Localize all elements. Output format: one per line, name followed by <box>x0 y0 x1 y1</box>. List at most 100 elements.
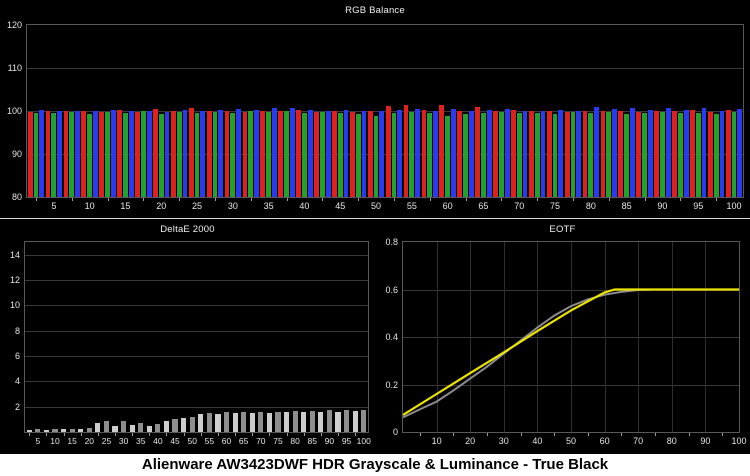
rgb-bar-red <box>278 111 284 197</box>
deltae-bar <box>258 411 264 432</box>
y-tick-label: 14 <box>9 249 20 260</box>
eotf-lines <box>403 288 739 419</box>
y-tick-label: 0.6 <box>385 284 398 295</box>
rgb-bar-red <box>725 109 731 197</box>
x-minor-tick <box>716 198 718 201</box>
rgb-bar-green <box>534 112 540 197</box>
x-minor-tick <box>621 433 623 436</box>
rgb-bar-blue <box>433 110 438 197</box>
x-tick-label: 95 <box>341 436 352 446</box>
x-tick-label: 60 <box>599 436 610 446</box>
v-gridline <box>638 242 639 432</box>
deltae-bar <box>129 425 135 432</box>
x-minor-tick <box>252 433 254 436</box>
rgb-bar-blue <box>289 108 295 197</box>
x-minor-tick <box>554 433 556 436</box>
x-minor-tick <box>429 198 431 201</box>
y-tick-label: 0.4 <box>385 332 398 342</box>
rgb-bar-green <box>642 112 647 197</box>
rgb-bar-green <box>552 113 558 197</box>
y-tick-label: 8 <box>14 325 20 336</box>
x-tick-label: 40 <box>299 201 310 211</box>
deltae-bar <box>198 414 204 432</box>
x-tick-label: 60 <box>442 201 453 211</box>
x-tick-label: 40 <box>153 436 163 446</box>
x-minor-tick <box>537 198 539 201</box>
plot-inner <box>403 242 739 432</box>
x-tick-label: 90 <box>324 436 335 446</box>
rgb-bar-green <box>140 111 146 197</box>
deltae-bar <box>335 411 341 432</box>
rgb-bar-green <box>302 112 307 197</box>
deltae-bar <box>35 429 41 432</box>
x-minor-tick <box>419 433 421 436</box>
x-minor-tick <box>46 433 48 436</box>
rgb-bar-blue <box>576 111 582 197</box>
rgb-bar-green <box>624 114 630 197</box>
y-tick-label: 4 <box>14 376 20 387</box>
gridline <box>25 305 368 306</box>
rgb-bar-red <box>528 111 534 197</box>
report-caption: Alienware AW3423DWF HDR Grayscale & Lumi… <box>0 454 750 476</box>
v-gridline <box>470 242 471 432</box>
x-tick-label: 10 <box>431 436 442 446</box>
x-tick-label: 15 <box>67 436 77 446</box>
y-tick-label: 80 <box>11 192 22 202</box>
x-tick-label: 25 <box>101 436 112 446</box>
rgb-bar-green <box>498 112 504 197</box>
rgb-bar-green <box>463 113 468 197</box>
rgb-bar-green <box>123 112 128 197</box>
rgb-bar-blue <box>218 109 224 197</box>
x-tick-label: 25 <box>192 201 203 211</box>
gridline <box>25 407 368 408</box>
deltae-bar <box>206 413 212 432</box>
rgb-bar-green <box>176 112 182 197</box>
rgb-bar-green <box>481 112 486 197</box>
rgb-bar-red <box>153 109 158 197</box>
rgb-bar-blue <box>164 111 170 197</box>
gridline <box>25 381 368 382</box>
x-tick-label: 95 <box>693 201 704 211</box>
rgb-bar-red <box>99 112 105 197</box>
rgb-bar-blue <box>75 110 80 197</box>
deltae-bar <box>189 416 195 432</box>
rgb-bar-red <box>600 111 606 197</box>
x-minor-tick <box>587 433 589 436</box>
y-tick-label: 0 <box>392 427 398 437</box>
x-minor-tick <box>393 198 395 201</box>
rgb-bar-green <box>319 111 325 197</box>
y-tick-label: 12 <box>9 275 20 285</box>
rgb-bar-green <box>677 113 683 197</box>
x-minor-tick <box>680 198 682 201</box>
y-tick-label: 120 <box>6 20 22 30</box>
y-tick-label: 0.2 <box>385 379 398 390</box>
x-tick-label: 80 <box>290 436 300 446</box>
deltae-2000-chart: DeltaE 2000 2 4 6 8 10 12 14 5 10 15 20 25 30 35 40 45 5… <box>0 219 376 454</box>
x-minor-tick <box>269 433 271 436</box>
x-minor-tick <box>465 198 467 201</box>
rgb-bar-green <box>427 113 433 197</box>
x-tick-label: 80 <box>666 436 677 446</box>
rgb-bar-green <box>660 112 665 197</box>
rgb-bar-red <box>224 110 230 197</box>
rgb-bar-red <box>546 110 552 197</box>
gridline <box>27 154 743 155</box>
x-minor-tick <box>644 198 646 201</box>
x-tick-label: 5 <box>35 436 41 446</box>
deltae-bar <box>361 409 367 432</box>
x-minor-tick <box>722 433 724 436</box>
x-minor-tick <box>166 433 168 436</box>
gridline <box>27 111 743 112</box>
rgb-bar-blue <box>361 111 367 197</box>
x-minor-tick <box>107 198 109 201</box>
x-tick-label: 90 <box>657 201 668 211</box>
rgb-bar-red <box>385 105 391 197</box>
rgb-bar-red <box>636 111 642 197</box>
rgb-bar-red <box>564 111 570 197</box>
x-minor-tick <box>183 433 185 436</box>
x-minor-tick <box>453 433 455 436</box>
x-minor-tick <box>286 198 288 201</box>
rgb-bar-red <box>403 104 409 197</box>
rgb-bar-green <box>409 111 415 197</box>
x-minor-tick <box>143 198 145 201</box>
